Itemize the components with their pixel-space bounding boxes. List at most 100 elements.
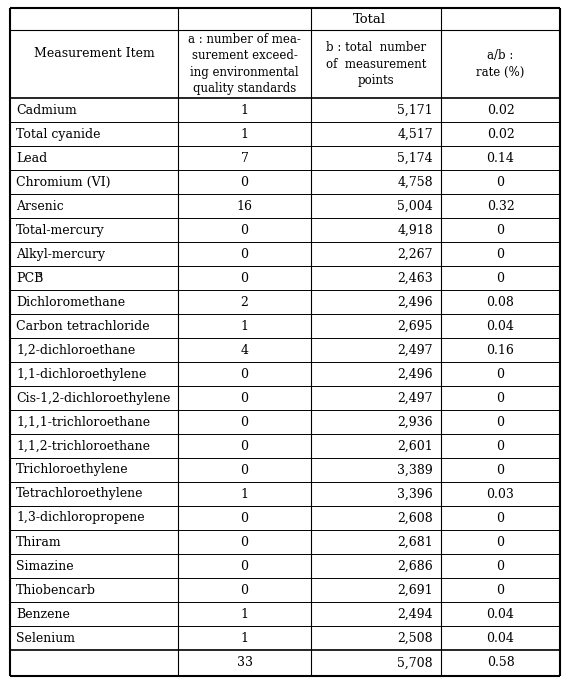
Text: 0.02: 0.02 <box>487 128 514 140</box>
Text: Dichloromethane: Dichloromethane <box>16 296 125 308</box>
Text: 4: 4 <box>241 343 249 357</box>
Text: 0: 0 <box>496 392 504 404</box>
Text: 2,496: 2,496 <box>397 368 433 381</box>
Text: 0: 0 <box>496 439 504 453</box>
Text: 0: 0 <box>241 560 249 573</box>
Text: Total: Total <box>352 12 385 26</box>
Text: 3,389: 3,389 <box>397 464 433 477</box>
Text: Chromium (VI): Chromium (VI) <box>16 176 111 189</box>
Text: 0: 0 <box>496 415 504 428</box>
Text: 0.14: 0.14 <box>487 151 515 164</box>
Text: Total cyanide: Total cyanide <box>16 128 100 140</box>
Text: 4,517: 4,517 <box>397 128 433 140</box>
Text: 2,936: 2,936 <box>397 415 433 428</box>
Text: 3,396: 3,396 <box>397 487 433 500</box>
Text: 5,174: 5,174 <box>397 151 433 164</box>
Text: 5,004: 5,004 <box>397 200 433 213</box>
Text: 1,1,2-trichloroethane: 1,1,2-trichloroethane <box>16 439 150 453</box>
Text: 1: 1 <box>241 104 249 117</box>
Text: 1,1-dichloroethylene: 1,1-dichloroethylene <box>16 368 146 381</box>
Text: 0: 0 <box>496 583 504 596</box>
Text: 0: 0 <box>241 583 249 596</box>
Text: PCB: PCB <box>16 272 43 285</box>
Text: Thiobencarb: Thiobencarb <box>16 583 96 596</box>
Text: 0: 0 <box>496 272 504 285</box>
Text: 0: 0 <box>241 511 249 524</box>
Text: 0: 0 <box>241 415 249 428</box>
Text: 0: 0 <box>241 536 249 549</box>
Text: 1,1,1-trichloroethane: 1,1,1-trichloroethane <box>16 415 150 428</box>
Text: 0: 0 <box>241 368 249 381</box>
Text: 1: 1 <box>241 632 249 645</box>
Text: Carbon tetrachloride: Carbon tetrachloride <box>16 319 149 332</box>
Text: 0.32: 0.32 <box>487 200 514 213</box>
Text: 1,2-dichloroethane: 1,2-dichloroethane <box>16 343 135 357</box>
Text: 0: 0 <box>496 511 504 524</box>
Text: 2,608: 2,608 <box>397 511 433 524</box>
Text: 7: 7 <box>241 151 249 164</box>
Text: 2,496: 2,496 <box>397 296 433 308</box>
Text: Tetrachloroethylene: Tetrachloroethylene <box>16 487 144 500</box>
Text: Simazine: Simazine <box>16 560 74 573</box>
Text: 2,463: 2,463 <box>397 272 433 285</box>
Text: 0.04: 0.04 <box>487 632 515 645</box>
Text: 1: 1 <box>241 607 249 621</box>
Text: s: s <box>38 270 43 279</box>
Text: Arsenic: Arsenic <box>16 200 64 213</box>
Text: 0: 0 <box>241 392 249 404</box>
Text: a/b :
rate (%): a/b : rate (%) <box>477 49 525 79</box>
Text: 2,695: 2,695 <box>397 319 433 332</box>
Text: Trichloroethylene: Trichloroethylene <box>16 464 129 477</box>
Text: 0.16: 0.16 <box>487 343 515 357</box>
Text: Measurement Item: Measurement Item <box>34 46 154 59</box>
Text: 0: 0 <box>241 176 249 189</box>
Text: 0: 0 <box>241 464 249 477</box>
Text: 0: 0 <box>496 464 504 477</box>
Text: 2,497: 2,497 <box>397 343 433 357</box>
Text: 0: 0 <box>496 368 504 381</box>
Text: 4,918: 4,918 <box>397 223 433 236</box>
Text: Lead: Lead <box>16 151 47 164</box>
Text: Benzene: Benzene <box>16 607 70 621</box>
Text: 5,171: 5,171 <box>397 104 433 117</box>
Text: 2: 2 <box>241 296 249 308</box>
Text: 0.02: 0.02 <box>487 104 514 117</box>
Text: 0: 0 <box>241 439 249 453</box>
Text: 0.03: 0.03 <box>487 487 515 500</box>
Text: 0: 0 <box>496 536 504 549</box>
Text: 1,3-dichloropropene: 1,3-dichloropropene <box>16 511 145 524</box>
Text: 16: 16 <box>237 200 253 213</box>
Text: 0.58: 0.58 <box>487 656 514 670</box>
Text: 2,508: 2,508 <box>397 632 433 645</box>
Text: a : number of mea-
surement exceed-
ing environmental
quality standards: a : number of mea- surement exceed- ing … <box>188 32 301 95</box>
Text: 0: 0 <box>496 223 504 236</box>
Text: 2,686: 2,686 <box>397 560 433 573</box>
Text: 4,758: 4,758 <box>397 176 433 189</box>
Text: 1: 1 <box>241 487 249 500</box>
Text: Total-mercury: Total-mercury <box>16 223 105 236</box>
Text: Cis-1,2-dichloroethylene: Cis-1,2-dichloroethylene <box>16 392 170 404</box>
Text: Thiram: Thiram <box>16 536 62 549</box>
Text: 0: 0 <box>241 247 249 261</box>
Text: b : total  number
of  measurement
points: b : total number of measurement points <box>326 41 426 87</box>
Text: 2,494: 2,494 <box>397 607 433 621</box>
Text: 2,681: 2,681 <box>397 536 433 549</box>
Text: 0.08: 0.08 <box>487 296 515 308</box>
Text: Cadmium: Cadmium <box>16 104 77 117</box>
Text: 0: 0 <box>496 247 504 261</box>
Text: 33: 33 <box>237 656 253 670</box>
Text: 0: 0 <box>241 223 249 236</box>
Text: 2,267: 2,267 <box>397 247 433 261</box>
Text: 0: 0 <box>241 272 249 285</box>
Text: 2,497: 2,497 <box>397 392 433 404</box>
Text: 1: 1 <box>241 319 249 332</box>
Text: 1: 1 <box>241 128 249 140</box>
Text: 0: 0 <box>496 176 504 189</box>
Text: 0: 0 <box>496 560 504 573</box>
Text: 2,691: 2,691 <box>397 583 433 596</box>
Text: Selenium: Selenium <box>16 632 75 645</box>
Text: 0.04: 0.04 <box>487 607 515 621</box>
Text: Alkyl-mercury: Alkyl-mercury <box>16 247 105 261</box>
Text: 5,708: 5,708 <box>397 656 433 670</box>
Text: 0.04: 0.04 <box>487 319 515 332</box>
